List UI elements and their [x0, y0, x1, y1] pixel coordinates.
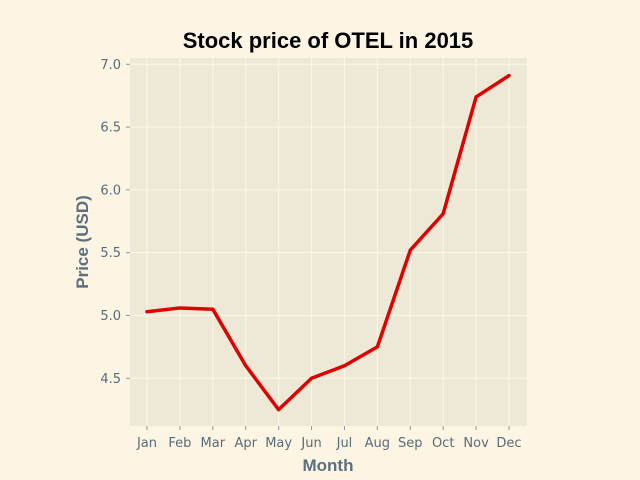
x-tick-label: Jul: [336, 436, 353, 451]
plot-area: [130, 58, 527, 426]
x-tick-label: Oct: [432, 436, 454, 451]
x-axis-label: Month: [303, 456, 354, 475]
x-tick-label: Feb: [168, 436, 191, 451]
x-tick-label: Nov: [463, 436, 489, 451]
x-tick-label: Apr: [234, 436, 257, 451]
x-tick-label: Jun: [300, 436, 321, 451]
y-tick-label: 5.5: [100, 246, 121, 261]
y-tick-label: 7.0: [100, 58, 121, 73]
y-tick-label: 5.0: [100, 309, 121, 324]
y-tick-label: 6.0: [100, 183, 121, 198]
x-ticks: Jan Feb Mar Apr May Jun Jul Aug Sep Oct Nov Dec: [136, 426, 522, 451]
chart-title: Stock price of OTEL in 2015: [183, 28, 474, 53]
x-tick-label: Aug: [365, 436, 390, 451]
y-axis-label: Price (USD): [73, 195, 92, 289]
x-tick-label: Dec: [496, 436, 521, 451]
x-tick-label: Mar: [201, 436, 226, 451]
grid: [130, 58, 527, 426]
x-tick-label: Sep: [398, 436, 423, 451]
y-ticks: 4.5 5.0 5.5 6.0 6.5 7.0: [100, 58, 130, 387]
y-tick-label: 4.5: [100, 372, 121, 387]
x-tick-label: Jan: [136, 436, 157, 451]
x-tick-label: May: [265, 436, 292, 451]
y-tick-label: 6.5: [100, 121, 121, 136]
series-line: [145, 73, 511, 412]
